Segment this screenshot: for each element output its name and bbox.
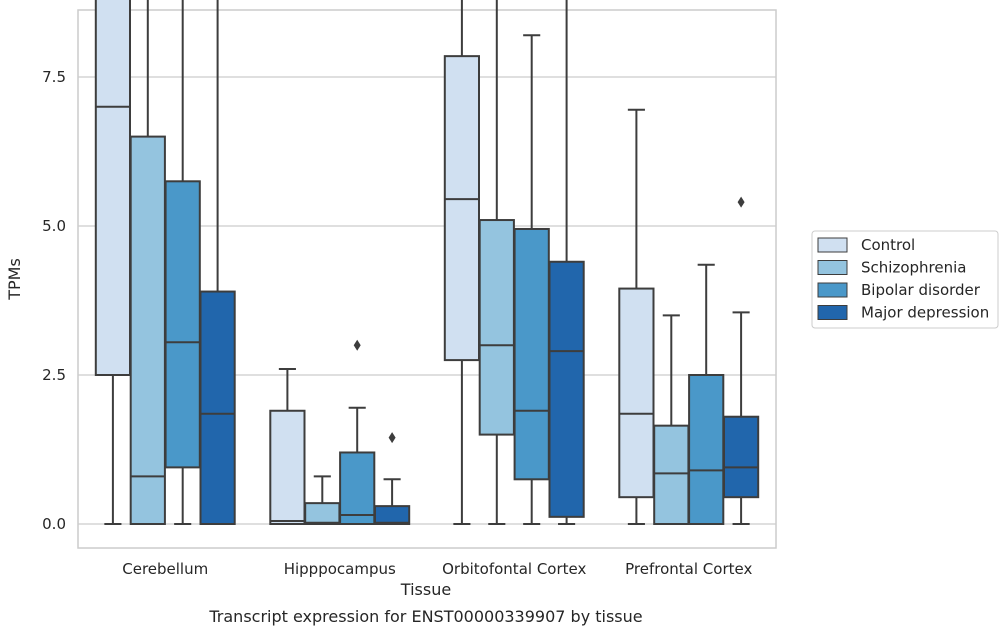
y-tick-label: 7.5 — [42, 68, 66, 86]
box-schizophrenia — [304, 475, 341, 526]
x-tick-label: Hipppocampus — [284, 560, 396, 578]
x-axis-label: Tissue — [400, 580, 451, 599]
iqr-box — [618, 287, 655, 499]
y-tick-label: 2.5 — [42, 366, 66, 384]
legend-swatch — [817, 305, 848, 320]
x-axis-ticks: Cerebellum Hipppocampus Orbitofontal Corte… — [122, 560, 752, 578]
iqr-box — [513, 227, 550, 481]
y-axis-ticks: 0.02.55.07.510.012.515.0 — [42, 68, 66, 533]
iqr-box — [199, 290, 236, 525]
legend-label: Schizophrenia — [861, 259, 966, 277]
x-tick-label: Prefrontal Cortex — [625, 560, 752, 578]
y-tick-label: 0.0 — [42, 515, 66, 533]
iqr-box — [688, 374, 725, 525]
box-bipolar-disorder — [688, 263, 725, 525]
iqr-box — [94, 0, 132, 377]
iqr-box — [339, 451, 376, 526]
legend: Control Schizophrenia Bipolar disorder Majo… — [811, 230, 999, 329]
y-tick-label: 5.0 — [42, 217, 66, 235]
iqr-box — [269, 409, 306, 526]
legend-label: Control — [861, 236, 915, 254]
legend-swatch — [817, 282, 848, 298]
iqr-box — [443, 55, 481, 362]
x-tick-label: Orbitofontal Cortex — [442, 560, 586, 578]
iqr-box — [373, 505, 411, 525]
box-control — [618, 108, 655, 525]
box-major-depression — [548, 0, 585, 525]
iqr-box — [478, 219, 515, 436]
box-control — [443, 0, 481, 525]
iqr-box — [164, 180, 201, 469]
legend-frame — [811, 230, 999, 329]
box-schizophrenia — [653, 314, 690, 525]
iqr-box — [304, 502, 341, 526]
box-bipolar-disorder — [513, 34, 550, 525]
plot-area-frame — [77, 9, 777, 549]
legend-label: Bipolar disorder — [861, 281, 981, 299]
iqr-box — [129, 135, 166, 525]
outlier-point — [737, 196, 745, 208]
box-bipolar-disorder — [339, 339, 376, 526]
box-control — [94, 0, 132, 525]
box-major-depression — [722, 196, 760, 525]
legend-swatch — [817, 260, 848, 275]
x-tick-label: Cerebellum — [122, 560, 208, 578]
iqr-box — [548, 260, 585, 518]
boxes — [94, 0, 760, 526]
chart-caption: Transcript expression for ENST0000033990… — [208, 607, 642, 626]
box-major-depression — [199, 0, 236, 525]
outlier-point — [388, 432, 396, 444]
iqr-box — [722, 415, 760, 499]
legend-swatch — [817, 237, 848, 253]
legend-label: Major depression — [861, 304, 989, 322]
box-bipolar-disorder — [164, 0, 201, 525]
y-axis-label: TPMs — [5, 258, 24, 301]
box-control — [269, 368, 306, 526]
box-major-depression — [373, 432, 411, 525]
box-schizophrenia — [129, 0, 166, 525]
iqr-box — [653, 424, 690, 525]
box-schizophrenia — [478, 0, 515, 525]
outlier-point — [353, 339, 361, 351]
